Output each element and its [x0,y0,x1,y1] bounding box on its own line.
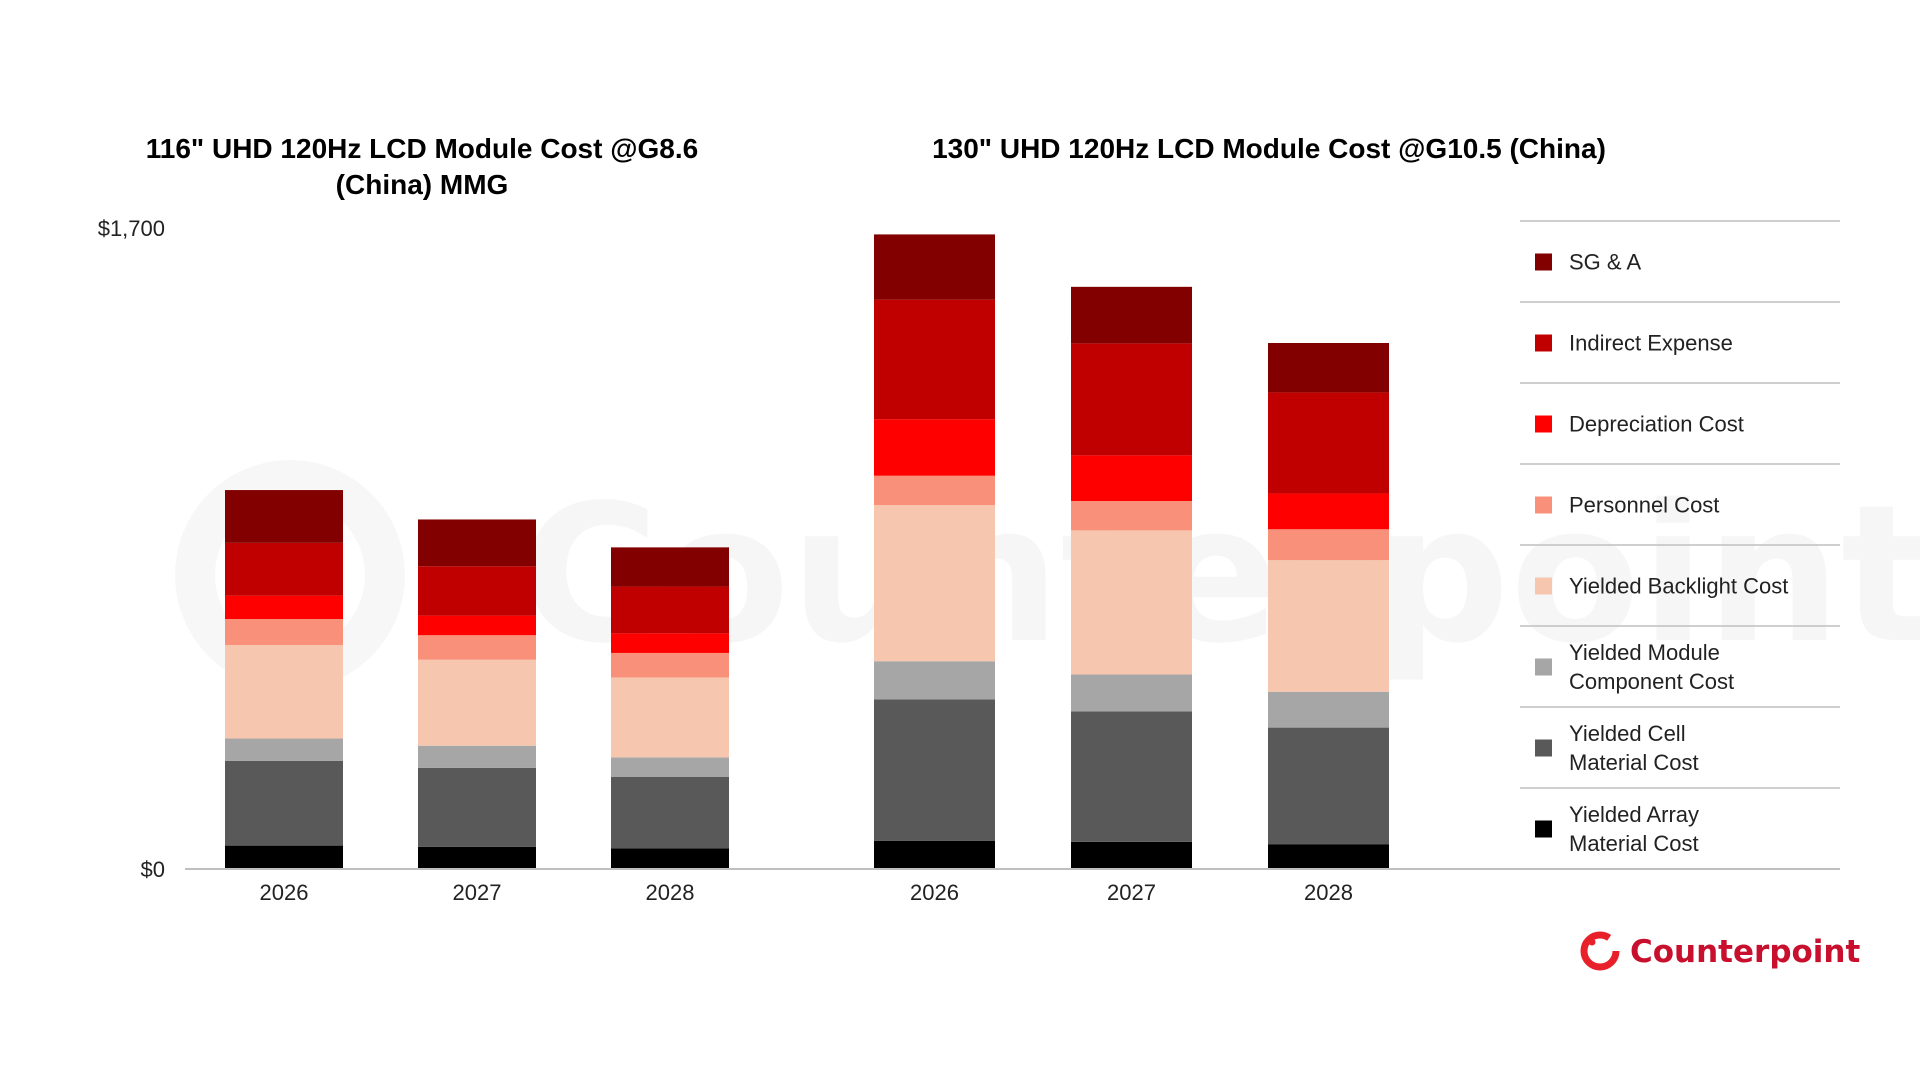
bar-segment-yielded-module-component-cost-2026 [225,738,343,761]
logo-mark-icon [1580,931,1620,971]
bar-segment-yielded-cell-material-cost-2026 [874,699,995,841]
chart-title-1: (China) MMG [336,169,509,200]
bar-segment-sg-a-2027 [1071,286,1192,344]
bar-segment-depreciation-cost-2028 [611,633,729,653]
legend-swatch [1535,334,1552,352]
legend-label: SG & A [1569,250,1641,275]
y-tick-zero: $0 [141,857,165,882]
legend-item: Yielded Array Material Cost [1535,802,1699,856]
y-tick-max: $1,700 [98,216,165,241]
legend-label: Indirect Expense [1569,331,1733,356]
bar-segment-indirect-expense-2027 [418,566,536,616]
legend-swatch [1535,739,1552,757]
bar-segment-sg-a-2026 [874,234,995,300]
legend-label: Personnel Cost [1569,493,1719,518]
bar-segment-indirect-expense-2028 [611,586,729,634]
legend-item: Personnel Cost [1535,493,1719,518]
bar-segment-sg-a-2027 [418,519,536,567]
bar-segment-yielded-array-material-cost-2028 [611,848,729,869]
legend-swatch [1535,820,1552,838]
bar-segment-personnel-cost-2026 [874,475,995,506]
legend-swatch [1535,496,1552,514]
x-tick-label: 2026 [260,880,309,905]
legend-label: Material Cost [1569,831,1699,856]
chart-title-2: 130" UHD 120Hz LCD Module Cost @G10.5 (C… [932,133,1606,164]
legend-label: Yielded Backlight Cost [1569,574,1788,599]
legend-item: Yielded Module Component Cost [1535,640,1734,694]
legend-swatch [1535,253,1552,271]
bar-segment-yielded-cell-material-cost-2026 [225,760,343,846]
x-tick-label: 2028 [1304,880,1353,905]
bar-segment-yielded-backlight-cost-2026 [225,645,343,739]
bar-segment-depreciation-cost-2028 [1268,493,1389,530]
legend-label: Depreciation Cost [1569,412,1744,437]
bar-segment-yielded-cell-material-cost-2027 [418,767,536,847]
bar-segment-yielded-module-component-cost-2028 [611,757,729,777]
bar-segment-yielded-module-component-cost-2027 [1071,674,1192,712]
legend-item: Yielded Cell Material Cost [1535,721,1699,775]
x-tick-label: 2027 [453,880,502,905]
legend: SG & A Indirect Expense Depreciation Cost P… [1520,220,1840,870]
legend-label: Yielded Array [1569,802,1699,827]
bar-segment-indirect-expense-2027 [1071,343,1192,456]
chart-title-1: 116" UHD 120Hz LCD Module Cost @G8.6 [146,133,698,164]
bar-segment-sg-a-2028 [1268,343,1389,393]
legend-item: Depreciation Cost [1535,412,1744,437]
bar-segment-indirect-expense-2026 [225,542,343,596]
bar-segment-yielded-backlight-cost-2027 [418,659,536,746]
counterpoint-logo: Counterpoint [1580,931,1861,971]
bar-segment-yielded-array-material-cost-2028 [1268,844,1389,869]
bar-segment-indirect-expense-2026 [874,299,995,420]
legend-item: Yielded Backlight Cost [1535,574,1788,599]
bar-segment-yielded-module-component-cost-2026 [874,661,995,700]
legend-label: Component Cost [1569,669,1734,694]
x-tick-label: 2026 [910,880,959,905]
bar-segment-depreciation-cost-2026 [225,595,343,620]
bar-segment-personnel-cost-2027 [418,635,536,660]
legend-swatch [1535,415,1552,433]
bar-segment-personnel-cost-2027 [1071,500,1192,531]
bar-segment-sg-a-2028 [611,547,729,587]
bar-segment-sg-a-2026 [225,490,343,543]
bar-segment-yielded-array-material-cost-2026 [874,840,995,869]
bar-segment-personnel-cost-2028 [1268,529,1389,561]
legend-item: SG & A [1535,250,1641,275]
bar-segment-yielded-backlight-cost-2028 [611,677,729,758]
bar-segment-indirect-expense-2028 [1268,392,1389,494]
x-tick-label: 2027 [1107,880,1156,905]
bar-segment-yielded-module-component-cost-2027 [418,745,536,768]
legend-label: Material Cost [1569,750,1699,775]
legend-label: Yielded Module [1569,640,1720,665]
legend-swatch [1535,577,1552,595]
bar-segment-yielded-backlight-cost-2026 [874,505,995,662]
logo-text: Counterpoint [1630,934,1861,970]
bar-segment-yielded-backlight-cost-2028 [1268,560,1389,692]
x-tick-label: 2028 [646,880,695,905]
bar-segment-yielded-array-material-cost-2027 [1071,841,1192,869]
legend-label: Yielded Cell [1569,721,1686,746]
bar-segment-yielded-array-material-cost-2026 [225,845,343,869]
bar-segment-yielded-cell-material-cost-2028 [611,776,729,849]
legend-swatch [1535,658,1552,676]
bar-segment-yielded-module-component-cost-2028 [1268,691,1389,728]
bar-segment-depreciation-cost-2027 [418,615,536,636]
bar-segment-depreciation-cost-2026 [874,419,995,476]
bar-segment-yielded-array-material-cost-2027 [418,846,536,869]
legend-item: Indirect Expense [1535,331,1733,356]
bar-segment-yielded-cell-material-cost-2028 [1268,727,1389,845]
bar-segment-yielded-backlight-cost-2027 [1071,530,1192,675]
bar-segment-yielded-cell-material-cost-2027 [1071,711,1192,842]
bar-segment-depreciation-cost-2027 [1071,455,1192,501]
bar-segment-personnel-cost-2028 [611,652,729,678]
bar-segment-personnel-cost-2026 [225,619,343,646]
